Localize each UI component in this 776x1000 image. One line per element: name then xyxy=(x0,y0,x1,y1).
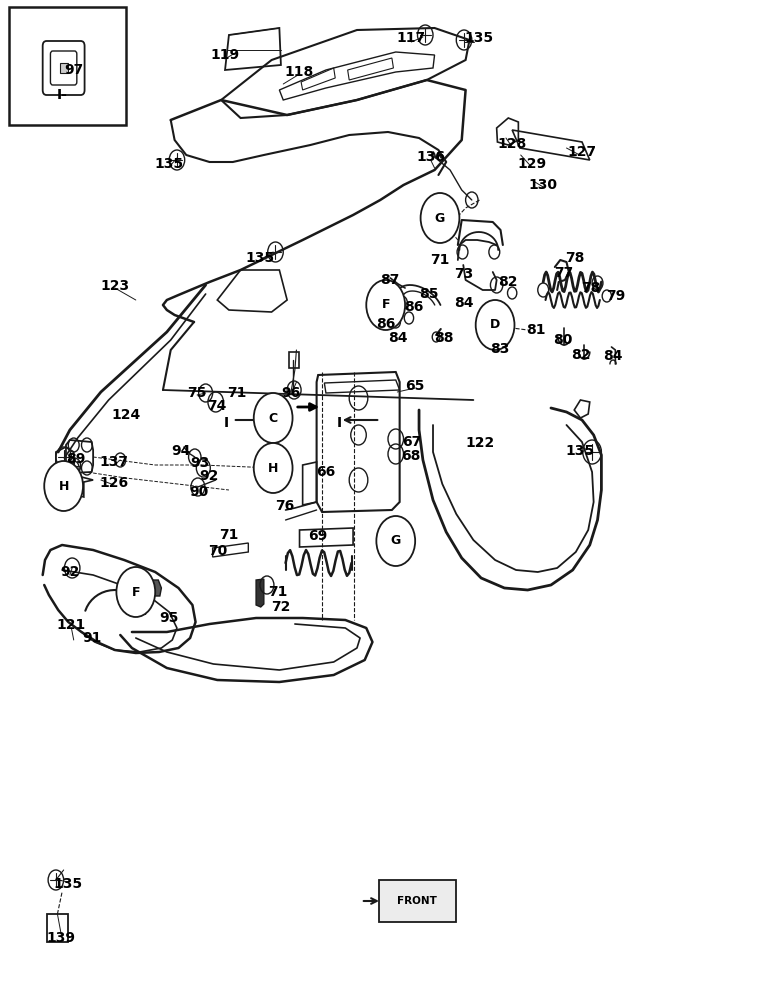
Text: 135: 135 xyxy=(245,251,275,265)
Text: 90: 90 xyxy=(189,485,208,499)
Text: I-: I- xyxy=(57,88,68,102)
Text: 71: 71 xyxy=(268,585,287,599)
Text: 87: 87 xyxy=(380,273,399,287)
Text: 86: 86 xyxy=(404,300,423,314)
Text: 81: 81 xyxy=(525,323,546,337)
Bar xyxy=(60,63,68,73)
Text: 73: 73 xyxy=(455,267,473,281)
Text: 84: 84 xyxy=(388,331,408,345)
Text: 78: 78 xyxy=(566,251,584,265)
Text: I: I xyxy=(337,416,341,430)
Circle shape xyxy=(116,567,155,617)
Text: G: G xyxy=(390,534,401,548)
Text: 88: 88 xyxy=(434,331,454,345)
Text: 127: 127 xyxy=(567,145,597,159)
Text: I: I xyxy=(223,416,228,430)
Circle shape xyxy=(254,393,293,443)
Text: 78: 78 xyxy=(582,281,601,295)
Text: 66: 66 xyxy=(317,465,335,479)
Text: 139: 139 xyxy=(47,931,76,945)
Text: 70: 70 xyxy=(208,544,227,558)
Text: 77: 77 xyxy=(554,266,573,280)
Text: 71: 71 xyxy=(220,528,238,542)
Text: 129: 129 xyxy=(517,157,546,171)
Text: 84: 84 xyxy=(603,349,623,363)
Circle shape xyxy=(476,300,514,350)
Text: 136: 136 xyxy=(416,150,445,164)
Text: 80: 80 xyxy=(553,333,572,347)
Text: 121: 121 xyxy=(57,618,86,632)
Text: 130: 130 xyxy=(528,178,558,192)
Text: 119: 119 xyxy=(210,48,240,62)
Text: 122: 122 xyxy=(465,436,494,450)
Text: 126: 126 xyxy=(99,476,129,490)
FancyBboxPatch shape xyxy=(379,880,456,922)
Circle shape xyxy=(376,516,415,566)
Text: 76: 76 xyxy=(275,499,294,513)
Text: 89: 89 xyxy=(67,452,85,466)
Text: 79: 79 xyxy=(606,289,625,303)
Circle shape xyxy=(421,193,459,243)
Text: 69: 69 xyxy=(309,529,327,543)
Text: 124: 124 xyxy=(112,408,141,422)
Polygon shape xyxy=(150,580,161,596)
Text: 135: 135 xyxy=(54,877,83,891)
Text: 135: 135 xyxy=(566,444,595,458)
Text: 71: 71 xyxy=(227,386,246,400)
Text: 71: 71 xyxy=(431,253,449,267)
Text: 74: 74 xyxy=(207,399,226,413)
Text: 128: 128 xyxy=(497,137,527,151)
Text: FRONT: FRONT xyxy=(397,896,437,906)
Text: 92: 92 xyxy=(61,565,79,579)
Text: C: C xyxy=(268,412,278,424)
Text: D: D xyxy=(490,318,501,332)
Text: F: F xyxy=(132,585,140,598)
Text: 67: 67 xyxy=(402,435,421,449)
Text: 93: 93 xyxy=(190,456,209,470)
Text: H: H xyxy=(268,462,279,475)
Polygon shape xyxy=(256,579,264,607)
Text: 85: 85 xyxy=(419,287,439,301)
Circle shape xyxy=(366,280,405,330)
Text: 82: 82 xyxy=(497,275,518,289)
Text: 137: 137 xyxy=(99,455,129,469)
Text: 83: 83 xyxy=(490,342,509,356)
Bar xyxy=(47,914,68,942)
Text: 123: 123 xyxy=(100,279,130,293)
Text: 86: 86 xyxy=(376,317,395,331)
Text: 96: 96 xyxy=(282,386,300,400)
Text: 95: 95 xyxy=(160,611,178,625)
Circle shape xyxy=(254,443,293,493)
Text: 91: 91 xyxy=(82,631,101,645)
Text: 94: 94 xyxy=(171,444,190,458)
Text: 92: 92 xyxy=(199,469,218,483)
Text: F: F xyxy=(382,298,390,312)
Text: 68: 68 xyxy=(402,449,421,463)
Text: 65: 65 xyxy=(406,379,424,393)
Text: 135: 135 xyxy=(464,31,494,45)
Text: G: G xyxy=(435,212,445,225)
Text: 75: 75 xyxy=(188,386,206,400)
Text: 97: 97 xyxy=(64,63,83,77)
Text: 135: 135 xyxy=(154,157,184,171)
Text: 82: 82 xyxy=(571,348,591,362)
Text: 118: 118 xyxy=(284,65,314,79)
Bar xyxy=(9,7,126,125)
Text: H: H xyxy=(58,480,69,492)
Circle shape xyxy=(44,461,83,511)
Text: 117: 117 xyxy=(397,31,426,45)
Text: 72: 72 xyxy=(272,600,290,614)
Text: 84: 84 xyxy=(454,296,474,310)
